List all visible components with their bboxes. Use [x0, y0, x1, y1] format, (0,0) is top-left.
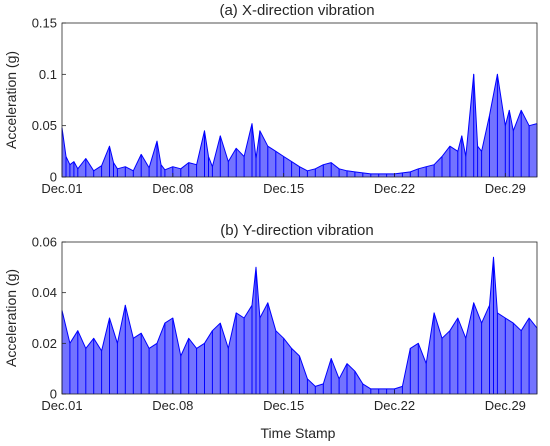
- x-tick-label: Dec.08: [152, 398, 193, 413]
- x-tick-label: Dec.01: [41, 398, 82, 413]
- x-axis-ticks-y: Dec.01 Dec.08 Dec.15 Dec.22 Dec.29: [41, 390, 526, 413]
- x-tick-label: Dec.29: [485, 398, 526, 413]
- chart-panel-x: (a) X-direction vibration 0 0.05 0.1 0.15 D…: [3, 2, 538, 196]
- y-tick-label: 0.06: [32, 235, 57, 250]
- y-tick-label: 0.15: [32, 16, 57, 31]
- y-tick-label: 0: [50, 387, 57, 402]
- series-line-x: [61, 73, 538, 175]
- x-tick-label: Dec.15: [263, 181, 304, 196]
- y-axis-label-x: Acceleration (g): [3, 51, 19, 149]
- series-group-y: [61, 256, 538, 394]
- chart-title-x: (a) X-direction vibration: [219, 2, 374, 19]
- x-tick-label: Dec.01: [41, 181, 82, 196]
- y-axis-ticks-x: 0 0.05 0.1 0.15: [32, 16, 66, 185]
- chart-panel-y: (b) Y-direction vibration 00.020.040.06 …: [3, 222, 538, 413]
- x-tick-label: Dec.22: [374, 181, 415, 196]
- y-tick-label: 0.1: [39, 67, 57, 82]
- y-tick-label: 0.04: [32, 285, 57, 300]
- x-axis-ticks-x: Dec.01 Dec.08 Dec.15 Dec.22 Dec.29: [41, 173, 526, 196]
- x-axis-label: Time Stamp: [261, 425, 336, 441]
- x-tick-label: Dec.29: [485, 181, 526, 196]
- y-tick-label: 0: [50, 170, 57, 185]
- chart-title-y: (b) Y-direction vibration: [220, 222, 373, 239]
- y-axis-label-y: Acceleration (g): [3, 269, 19, 367]
- x-tick-label: Dec.22: [374, 398, 415, 413]
- y-tick-label: 0.05: [32, 118, 57, 133]
- plot-frame-y: [61, 241, 538, 395]
- y-axis-ticks-y: 0 0.02 0.04 0.06: [32, 235, 66, 402]
- plot-frame-x: [61, 22, 538, 178]
- y-tick-label: 0.02: [32, 336, 57, 351]
- x-tick-label: Dec.15: [263, 398, 304, 413]
- x-tick-label: Dec.08: [152, 181, 193, 196]
